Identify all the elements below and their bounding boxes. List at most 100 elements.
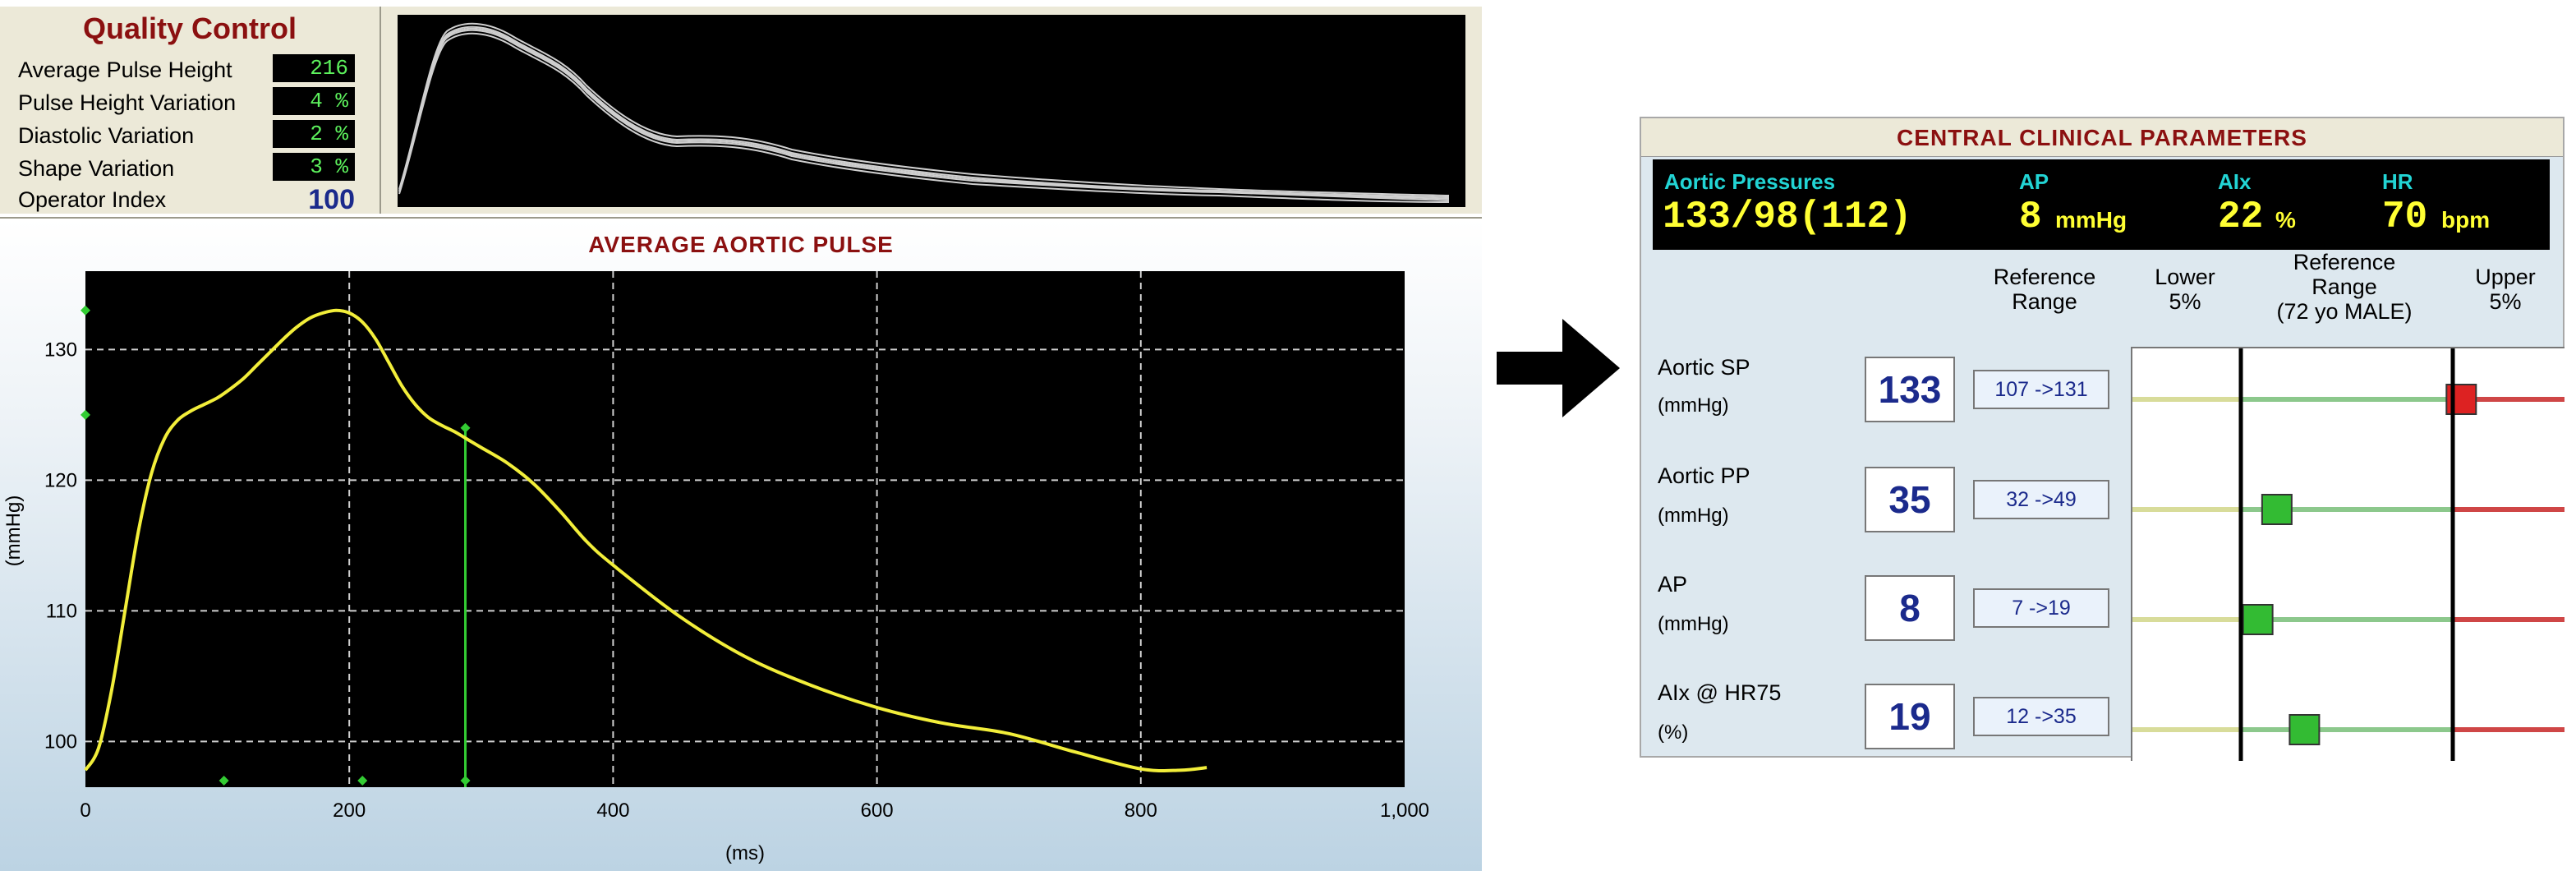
ap-value: 8 — [2019, 196, 2042, 238]
aortic-pp-value: 35 — [1865, 467, 1955, 532]
value-marker — [2242, 604, 2274, 635]
marker-point — [218, 776, 229, 786]
y-tick-label: 100 — [44, 730, 77, 753]
upper-5-header: Upper 5% — [2451, 265, 2560, 314]
row-unit-aortic-pp: (mmHg) — [1658, 505, 1729, 527]
x-tick-label: 800 — [1125, 800, 1157, 822]
upper-range-segment — [2453, 397, 2564, 402]
row-unit-aix-hr75: (%) — [1658, 721, 1689, 744]
qc-label: Pulse Height Variation — [18, 90, 237, 115]
x-tick-label: 200 — [333, 800, 366, 822]
aix-unit: % — [2275, 207, 2296, 233]
y-tick-label: 120 — [44, 469, 77, 491]
reference-range-age-header: Reference Range (72 yo MALE) — [2239, 250, 2450, 324]
marker-point — [460, 776, 471, 786]
overlay-trace — [398, 29, 1450, 201]
qc-row-average-pulse-height: Average Pulse Height 216 — [18, 54, 355, 87]
header-line: (72 yo MALE) — [2276, 299, 2413, 324]
lower-5-header: Lower 5% — [2131, 265, 2239, 314]
header-line: Range — [2312, 274, 2377, 299]
overlay-trace — [398, 25, 1450, 198]
normal-range-segment — [2241, 727, 2453, 732]
y-tick-label: 130 — [44, 339, 77, 361]
header-line: Range — [2012, 289, 2077, 314]
header-line: 5% — [2169, 289, 2201, 314]
quality-control-title: Quality Control — [83, 12, 297, 45]
operator-index-value: 100 — [308, 184, 355, 215]
hr-value: 70 — [2382, 196, 2428, 238]
ccp-title-bar: CENTRAL CLINICAL PARAMETERS — [1641, 118, 2563, 157]
central-clinical-parameters-panel: CENTRAL CLINICAL PARAMETERS Aortic Press… — [1640, 117, 2564, 761]
upper-range-segment — [2453, 507, 2564, 512]
marker-point — [460, 422, 471, 433]
x-tick-label: 600 — [861, 800, 894, 822]
value-marker — [2288, 714, 2321, 745]
overlay-trace — [398, 32, 1450, 203]
qc-label: Operator Index — [18, 187, 167, 212]
lower-range-segment — [2132, 727, 2241, 732]
pulse-overlay-plot — [398, 15, 1465, 207]
value-marker — [2261, 494, 2293, 525]
qc-row-pulse-height-variation: Pulse Height Variation 4 % — [18, 87, 355, 120]
aortic-sp-range: 107 ->131 — [1973, 370, 2109, 409]
aortic-pp-range: 32 ->49 — [1973, 480, 2109, 519]
qc-row-operator-index: Operator Index 100 — [18, 184, 355, 217]
marker-point — [357, 776, 368, 786]
aortic-pressures-value: 133/98(112) — [1663, 196, 1912, 238]
qc-row-shape-variation: Shape Variation 3 % — [18, 153, 355, 186]
reference-range-bars — [2131, 347, 2564, 761]
row-label-aortic-sp: Aortic SP — [1658, 355, 1750, 380]
marker-point — [80, 305, 90, 316]
header-line: Reference — [1993, 265, 2096, 289]
aortic-sp-value: 133 — [1865, 357, 1955, 422]
x-tick-label: 1,000 — [1380, 800, 1429, 822]
ccp-summary-header: Aortic Pressures 133/98(112) AP 8 mmHg A… — [1653, 159, 2550, 250]
ccp-title: CENTRAL CLINICAL PARAMETERS — [1897, 125, 2307, 150]
normal-range-segment — [2241, 617, 2453, 622]
qc-value: 4 % — [273, 87, 355, 115]
chart-title: AVERAGE AORTIC PULSE — [588, 232, 894, 257]
qc-label: Shape Variation — [18, 156, 175, 181]
x-tick-label: 0 — [80, 800, 90, 822]
x-axis-label: (ms) — [725, 842, 765, 864]
aix-hr75-range: 12 ->35 — [1973, 697, 2109, 736]
marker-point — [80, 409, 90, 420]
upper-range-segment — [2453, 727, 2564, 732]
upper-range-segment — [2453, 617, 2564, 622]
y-axis-label: (mmHg) — [2, 495, 25, 567]
y-tick-label: 110 — [46, 600, 77, 622]
qc-label: Diastolic Variation — [18, 123, 195, 148]
ap-unit: mmHg — [2055, 207, 2128, 233]
row-unit-ap: (mmHg) — [1658, 613, 1729, 635]
reference-range-header: Reference Range — [1966, 265, 2123, 314]
normal-range-segment — [2241, 507, 2453, 512]
header-line: 5% — [2489, 289, 2522, 314]
qc-value: 216 — [273, 54, 355, 82]
header-line: Reference — [2293, 250, 2396, 274]
row-label-aix-hr75: AIx @ HR75 — [1658, 680, 1782, 705]
hr-unit: bpm — [2441, 207, 2491, 233]
aortic-pulse-chart: 0 200 400 600 800 1,000 100 110 120 130 (ms) (mm… — [2, 271, 1429, 864]
header-line: Upper — [2475, 265, 2536, 289]
lower-range-segment — [2132, 617, 2241, 622]
right-arrow-icon — [1497, 319, 1620, 417]
plot-area — [85, 271, 1405, 787]
ap-row-range: 7 ->19 — [1973, 588, 2109, 628]
header-line: Lower — [2155, 265, 2215, 289]
lower-range-segment — [2132, 397, 2241, 402]
row-label-aortic-pp: Aortic PP — [1658, 463, 1750, 488]
overlay-trace — [398, 27, 1450, 200]
quality-control-panel: Quality Control Average Pulse Height 216… — [0, 7, 381, 217]
aortic-pulse-line — [84, 308, 1208, 773]
pulse-overlay-svg — [398, 22, 1450, 203]
aix-value: 22 — [2218, 196, 2264, 238]
qc-label: Average Pulse Height — [18, 58, 232, 82]
qc-row-diastolic-variation: Diastolic Variation 2 % — [18, 120, 355, 153]
range-bars-svg — [2132, 348, 2564, 761]
qc-value: 2 % — [273, 120, 355, 148]
aix-hr75-value: 19 — [1865, 684, 1955, 749]
lower-range-segment — [2132, 507, 2241, 512]
hr-label: HR — [2382, 169, 2413, 194]
row-label-ap: AP — [1658, 572, 1688, 597]
row-unit-aortic-sp: (mmHg) — [1658, 394, 1729, 417]
